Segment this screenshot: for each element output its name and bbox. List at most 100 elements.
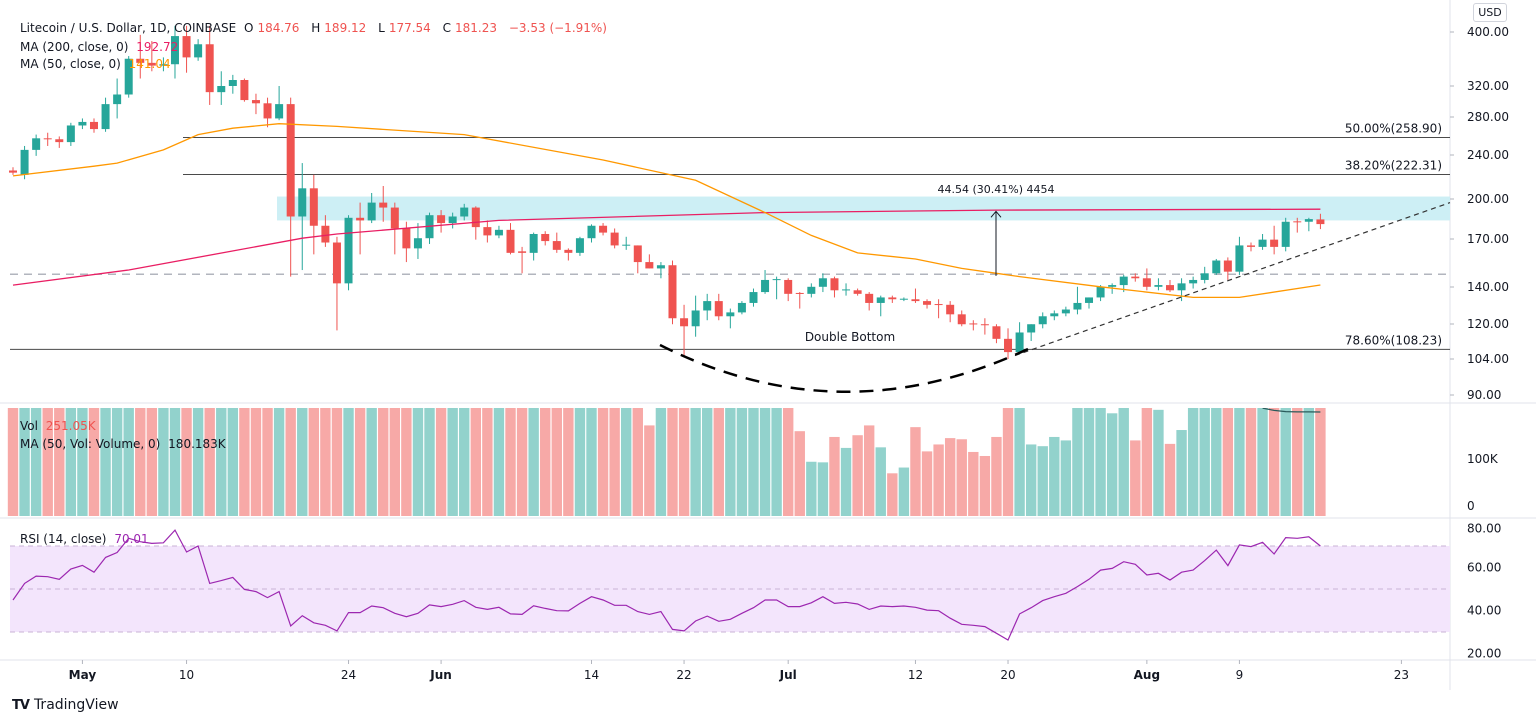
tradingview-logo[interactable]: TV TradingView (12, 697, 119, 713)
volume-bar (551, 408, 562, 516)
rsi-tick-label: 40.00 (1467, 604, 1501, 618)
candle-body (923, 301, 932, 305)
candle-body (437, 215, 446, 224)
candle-body (1281, 221, 1290, 247)
price-tick-label: 400.00 (1467, 25, 1509, 39)
volume-bar (378, 408, 389, 516)
measure-label: 44.54 (30.41%) 4454 (937, 183, 1054, 196)
candle (957, 310, 966, 327)
candle (980, 318, 989, 335)
double-bottom-arc (659, 343, 1031, 393)
candle-body (668, 265, 677, 319)
candle-body (321, 225, 330, 243)
volume-bar (1037, 446, 1048, 516)
candle-body (1142, 278, 1151, 287)
candle (1004, 328, 1013, 360)
candle-body (390, 207, 399, 229)
ma200-legend[interactable]: MA (200, close, 0) 192.72 (20, 39, 182, 55)
candle (124, 56, 133, 98)
candle (656, 262, 665, 279)
volume-bar (100, 408, 111, 516)
candle (1166, 279, 1174, 293)
candle-body (1154, 285, 1163, 287)
candle-body (136, 58, 145, 63)
symbol-title[interactable]: Litecoin / U.S. Dollar, 1D, COINBASE (20, 21, 237, 35)
volume-bar (1060, 440, 1072, 516)
candle-body (263, 103, 272, 119)
volume-bar (1292, 408, 1303, 516)
candle-body (194, 44, 203, 58)
volume-bar (1014, 408, 1025, 516)
candle (309, 174, 318, 255)
volume-bar (192, 408, 204, 516)
candle (1142, 268, 1151, 291)
candle-body (761, 279, 770, 293)
volume-bar (1315, 408, 1326, 516)
candle (737, 301, 746, 315)
price-tick-label: 104.00 (1467, 352, 1509, 366)
rsi-label: RSI (14, close) (20, 532, 107, 546)
volume-bar (528, 408, 539, 516)
candle-body (66, 125, 75, 143)
candle-body (957, 314, 966, 325)
price-tick-label: 90.00 (1467, 388, 1501, 402)
candle-body (55, 139, 64, 143)
candles (9, 25, 1325, 360)
volume-bar (1130, 440, 1141, 516)
candle-body (1235, 245, 1244, 272)
candle-body (228, 80, 237, 86)
candle (853, 288, 862, 296)
volume-bar (586, 408, 597, 516)
volume-bar (1199, 408, 1210, 516)
candle (136, 34, 145, 79)
volume-bar (65, 408, 77, 516)
candle (761, 270, 770, 294)
candle (494, 225, 503, 239)
candle (20, 145, 29, 180)
candle (1246, 242, 1255, 252)
candle-body (1038, 316, 1047, 325)
candle (460, 203, 469, 221)
volume-bar (713, 408, 724, 516)
time-tick-label: 9 (1236, 668, 1244, 682)
candle-body (969, 323, 978, 325)
candle-body (876, 297, 885, 303)
candle-body (587, 225, 596, 239)
volume-legend[interactable]: Vol 251.05K (20, 418, 100, 434)
candle-body (205, 44, 214, 93)
candle (1085, 297, 1094, 309)
candle-body (633, 245, 642, 263)
candle-body (159, 64, 168, 66)
volume-bar (320, 408, 331, 516)
price-tick-label: 280.00 (1467, 110, 1509, 124)
change-value: −3.53 (−1.91%) (508, 21, 607, 35)
volume-bar (563, 408, 574, 516)
volume-bar (1222, 408, 1234, 516)
candle-body (575, 238, 584, 253)
candle-body (1223, 260, 1232, 272)
candle (772, 276, 781, 300)
price-tick-label: 240.00 (1467, 148, 1509, 162)
candle-body (1304, 219, 1313, 222)
candle-body (367, 202, 376, 221)
volume-bar (655, 408, 667, 516)
candle (1027, 324, 1036, 342)
fib-label-fib_50: 50.00%(258.90) (1345, 121, 1442, 135)
currency-badge[interactable]: USD (1473, 3, 1507, 22)
candle (506, 223, 515, 255)
volume-bar (7, 408, 19, 516)
candle-body (506, 229, 515, 253)
price-tick-label: 120.00 (1467, 317, 1509, 331)
candle (668, 260, 677, 325)
ma50-legend[interactable]: MA (50, close, 0) 141.04 (20, 56, 175, 72)
rsi-legend[interactable]: RSI (14, close) 70.01 (20, 531, 153, 547)
candle (55, 136, 64, 148)
volume-bar (944, 438, 956, 516)
candle-body (1316, 219, 1325, 225)
candle (66, 122, 75, 146)
volume-bar (1245, 408, 1257, 516)
candle-body (1073, 302, 1082, 310)
volume-ma-legend[interactable]: MA (50, Vol: Volume, 0) 180.183K (20, 436, 230, 452)
candle-body (483, 227, 492, 236)
